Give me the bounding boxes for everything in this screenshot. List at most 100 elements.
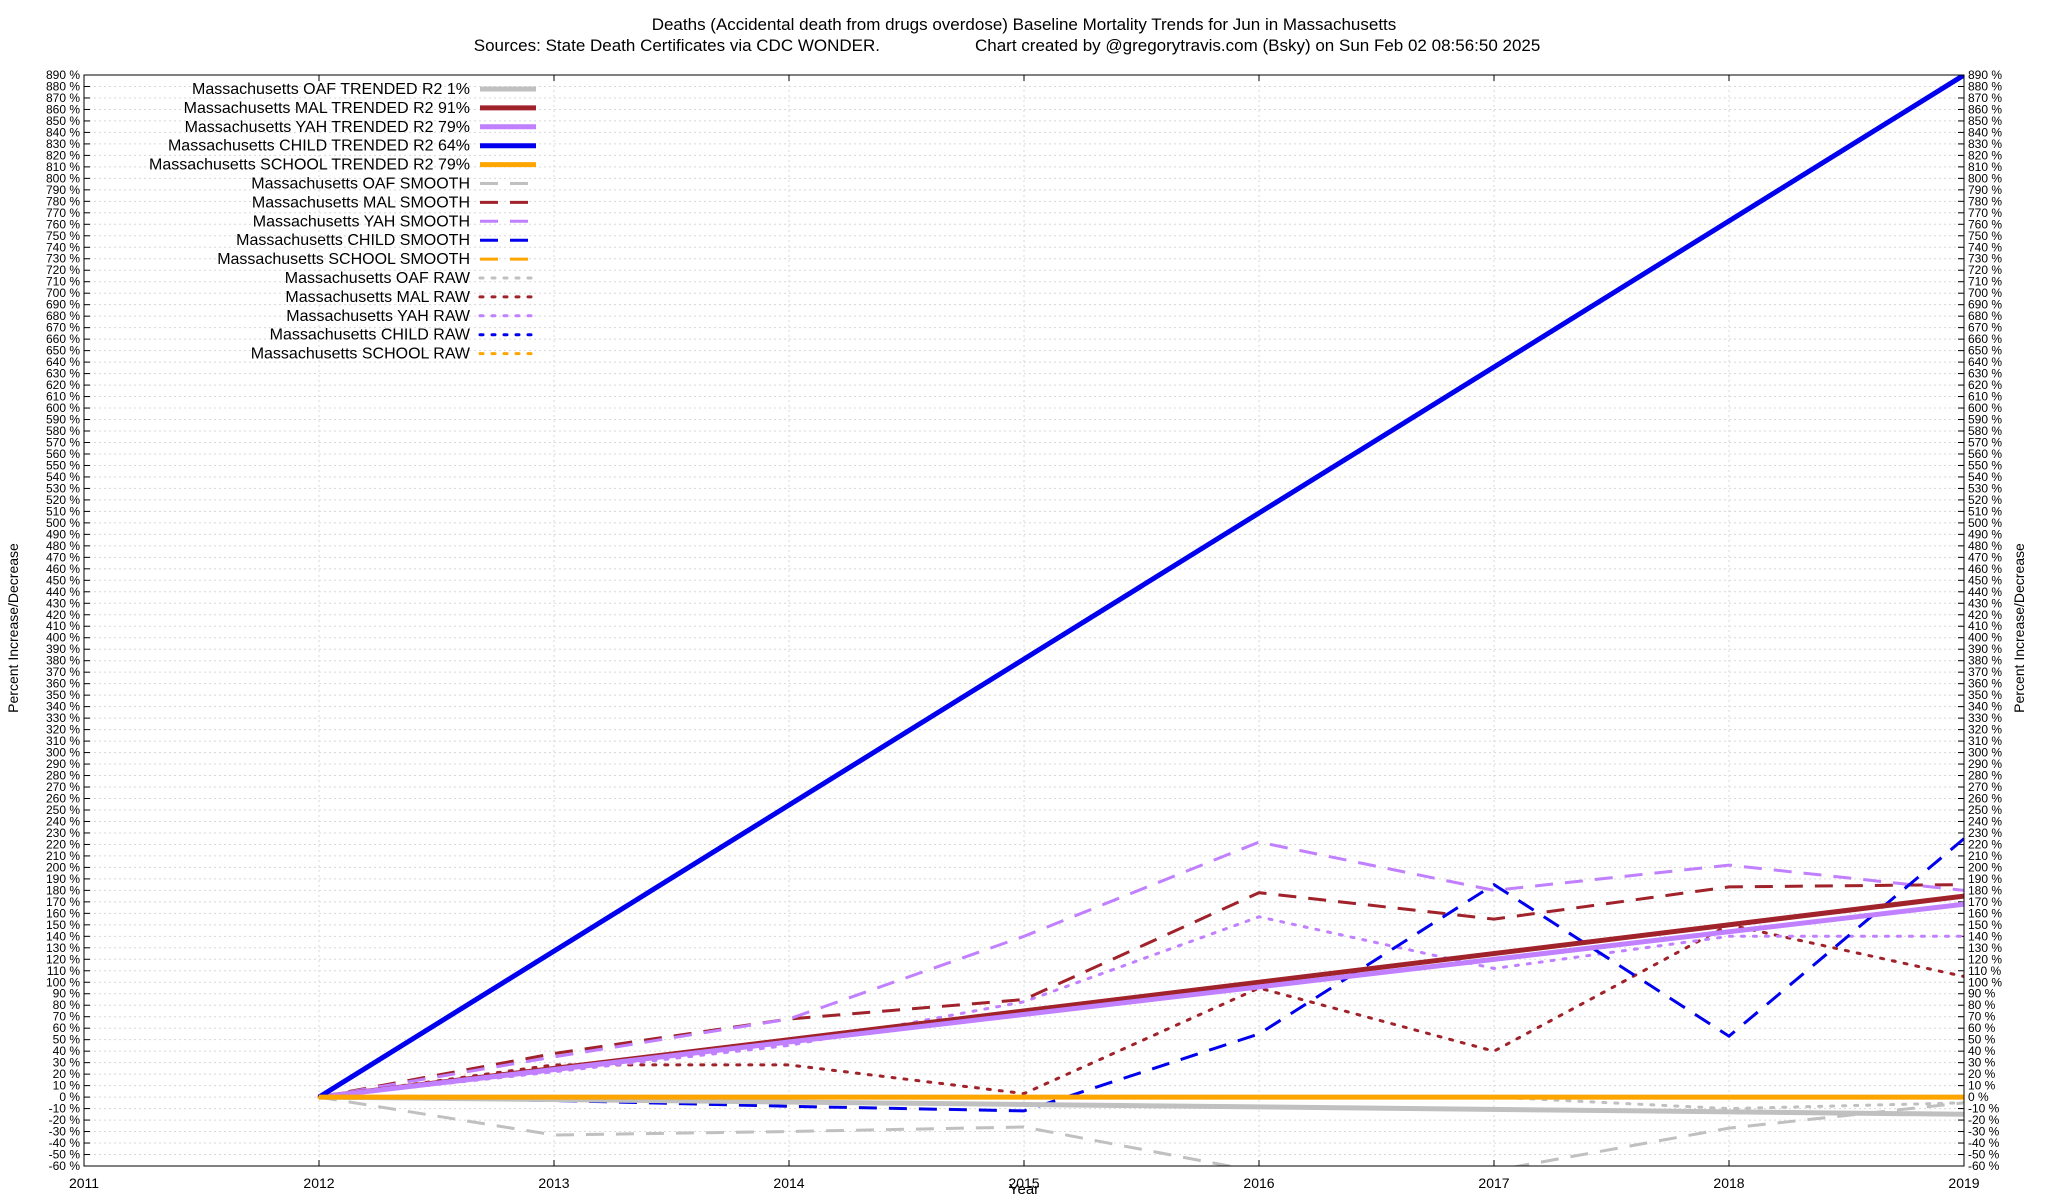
y-tick-label-right: 640 % — [1968, 355, 2002, 369]
legend-label-mal-trended: Massachusetts MAL TRENDED R2 91% — [184, 100, 470, 117]
y-tick-label-right: 790 % — [1968, 183, 2002, 197]
y-tick-label-right: 90 % — [1968, 987, 1996, 1001]
y-tick-label-left: 30 % — [53, 1056, 81, 1070]
y-tick-label-right: 350 % — [1968, 688, 2002, 702]
y-tick-label-right: 460 % — [1968, 562, 2002, 576]
y-tick-label-left: 230 % — [46, 826, 80, 840]
y-tick-label-left: 190 % — [46, 872, 80, 886]
y-tick-label-right: 430 % — [1968, 596, 2002, 610]
legend: Massachusetts OAF TRENDED R2 1% Massachus… — [149, 81, 538, 363]
y-tick-label-left: -30 % — [49, 1125, 81, 1139]
y-tick-label-left: 220 % — [46, 837, 80, 851]
y-tick-label-right: 680 % — [1968, 309, 2002, 323]
y-tick-label-right: 30 % — [1968, 1056, 1996, 1070]
y-tick-label-left: 240 % — [46, 814, 80, 828]
y-tick-label-right: 610 % — [1968, 390, 2002, 404]
y-tick-label-right: 860 % — [1968, 102, 2002, 116]
y-tick-label-right: 300 % — [1968, 746, 2002, 760]
y-tick-label-left: 520 % — [46, 493, 80, 507]
y-tick-label-left: 170 % — [46, 895, 80, 909]
y-tick-label-right: 80 % — [1968, 998, 1996, 1012]
y-tick-label-left: 860 % — [46, 102, 80, 116]
y-tick-label-left: 370 % — [46, 665, 80, 679]
y-tick-label-right: 40 % — [1968, 1044, 1996, 1058]
y-tick-label-left: 180 % — [46, 883, 80, 897]
y-tick-label-left: 680 % — [46, 309, 80, 323]
y-tick-label-right: 380 % — [1968, 654, 2002, 668]
y-tick-label-left: 850 % — [46, 114, 80, 128]
y-tick-label-right: 700 % — [1968, 286, 2002, 300]
series-line-oaf-smooth — [318, 1095, 1964, 1166]
y-tick-label-right: 120 % — [1968, 952, 2002, 966]
y-tick-label-left: 540 % — [46, 470, 80, 484]
legend-label-school-smooth: Massachusetts SCHOOL SMOOTH — [217, 251, 470, 268]
y-tick-label-right: 800 % — [1968, 171, 2002, 185]
chart-title: Deaths (Accidental death from drugs over… — [652, 15, 1397, 34]
y-tick-label-left: 560 % — [46, 447, 80, 461]
y-tick-label-left: 470 % — [46, 550, 80, 564]
y-tick-label-left: 420 % — [46, 608, 80, 622]
x-axis-label: Year — [1009, 1181, 1039, 1198]
y-tick-label-right: 590 % — [1968, 413, 2002, 427]
y-tick-label-right: 850 % — [1968, 114, 2002, 128]
y-tick-label-right: 490 % — [1968, 527, 2002, 541]
y-tick-label-right: -10 % — [1968, 1102, 2000, 1116]
y-tick-label-left: 140 % — [46, 929, 80, 943]
y-tick-label-left: 760 % — [46, 217, 80, 231]
y-tick-label-right: -40 % — [1968, 1136, 2000, 1150]
y-tick-label-left: 350 % — [46, 688, 80, 702]
y-tick-label-left: 120 % — [46, 952, 80, 966]
y-tick-label-left: 310 % — [46, 734, 80, 748]
y-tick-label-right: 770 % — [1968, 206, 2002, 220]
y-tick-label-left: 250 % — [46, 803, 80, 817]
y-tick-label-right: 870 % — [1968, 91, 2002, 105]
y-tick-label-right: 620 % — [1968, 378, 2002, 392]
y-tick-label-left: 700 % — [46, 286, 80, 300]
y-tick-label-right: 540 % — [1968, 470, 2002, 484]
y-tick-label-right: 140 % — [1968, 929, 2002, 943]
y-tick-label-right: 230 % — [1968, 826, 2002, 840]
y-axis-left: -60 %-50 %-40 %-30 %-20 %-10 %0 %10 %20 … — [46, 68, 90, 1173]
y-tick-label-left: 10 % — [53, 1079, 81, 1093]
x-tick-label: 2011 — [69, 1175, 99, 1191]
y-tick-label-left: 480 % — [46, 539, 80, 553]
y-tick-label-right: 320 % — [1968, 723, 2002, 737]
y-tick-label-right: 520 % — [1968, 493, 2002, 507]
y-tick-label-left: 590 % — [46, 413, 80, 427]
y-tick-label-left: 260 % — [46, 792, 80, 806]
y-tick-label-left: 430 % — [46, 596, 80, 610]
x-tick-label: 2013 — [538, 1175, 569, 1191]
legend-label-school-trended: Massachusetts SCHOOL TRENDED R2 79% — [149, 157, 470, 174]
y-tick-label-left: 810 % — [46, 160, 80, 174]
x-tick-label: 2017 — [1478, 1175, 1509, 1191]
y-tick-label-right: 260 % — [1968, 792, 2002, 806]
y-tick-label-left: 840 % — [46, 125, 80, 139]
y-tick-label-left: 270 % — [46, 780, 80, 794]
y-tick-label-left: 600 % — [46, 401, 80, 415]
y-tick-label-left: 580 % — [46, 424, 80, 438]
y-tick-label-left: 70 % — [53, 1010, 81, 1024]
y-tick-label-right: 340 % — [1968, 700, 2002, 714]
y-tick-label-right: -60 % — [1968, 1159, 2000, 1173]
y-tick-label-left: 510 % — [46, 504, 80, 518]
x-tick-label: 2016 — [1243, 1175, 1274, 1191]
y-tick-label-left: 150 % — [46, 918, 80, 932]
y-tick-label-left: 20 % — [53, 1067, 81, 1081]
y-tick-label-right: 310 % — [1968, 734, 2002, 748]
y-tick-label-right: 220 % — [1968, 837, 2002, 851]
y-tick-label-left: 690 % — [46, 298, 80, 312]
y-tick-label-right: 750 % — [1968, 229, 2002, 243]
legend-label-oaf-raw: Massachusetts OAF RAW — [285, 270, 471, 287]
y-axis-right: -60 %-50 %-40 %-30 %-20 %-10 %0 %10 %20 … — [1958, 68, 2002, 1173]
y-tick-label-left: 340 % — [46, 700, 80, 714]
legend-label-oaf-trended: Massachusetts OAF TRENDED R2 1% — [192, 81, 470, 98]
y-tick-label-right: 890 % — [1968, 68, 2002, 82]
y-tick-label-right: 130 % — [1968, 941, 2002, 955]
y-tick-label-left: 820 % — [46, 148, 80, 162]
y-tick-label-left: 750 % — [46, 229, 80, 243]
y-tick-label-right: 810 % — [1968, 160, 2002, 174]
series-line-mal-raw — [317, 923, 1964, 1099]
y-tick-label-left: 330 % — [46, 711, 80, 725]
y-tick-label-right: 830 % — [1968, 137, 2002, 151]
y-tick-label-left: 110 % — [47, 964, 80, 978]
